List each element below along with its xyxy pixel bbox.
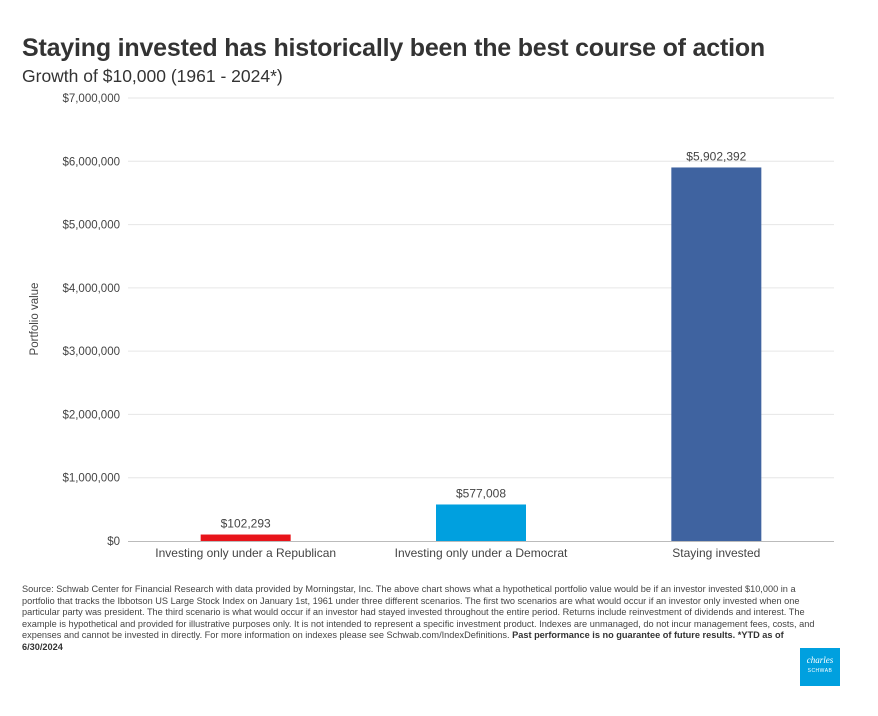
logo-line2: SCHWAB [807,668,833,674]
y-tick-label: $2,000,000 [62,409,120,421]
chart-title: Staying invested has historically been t… [22,34,765,62]
bar-value-label: $102,293 [221,517,271,531]
bar-value-label: $5,902,392 [686,149,746,163]
chart-subtitle: Growth of $10,000 (1961 - 2024*) [22,66,283,86]
bar [436,504,526,541]
y-tick-label: $5,000,000 [62,220,120,232]
y-tick-label: $4,000,000 [62,283,120,295]
y-tick-label: $7,000,000 [62,93,120,105]
bar [200,534,291,541]
disclaimer-text: Past performance is no guarantee of futu… [22,630,784,652]
y-tick-label: $0 [107,536,120,548]
schwab-logo: charles SCHWAB [800,648,840,686]
x-tick-label: Staying invested [672,546,760,560]
y-axis-label: Portfolio value [29,283,41,356]
bar-value-label: $577,008 [456,486,506,500]
y-tick-label: $1,000,000 [62,473,120,485]
x-tick-label: Investing only under a Democrat [395,546,568,560]
bar-chart: $0 $1,000,000 $2,000,000 $3,000,000 $4,000,0… [29,93,834,560]
source-note: Source: Schwab Center for Financial Rese… [22,584,822,654]
x-tick-label: Investing only under a Republican [155,546,336,560]
y-tick-label: $3,000,000 [62,346,120,358]
logo-line1: charles [806,655,834,665]
source-text: Source: Schwab Center for Financial Rese… [22,584,815,641]
y-tick-label: $6,000,000 [62,156,120,168]
bar [671,167,762,542]
